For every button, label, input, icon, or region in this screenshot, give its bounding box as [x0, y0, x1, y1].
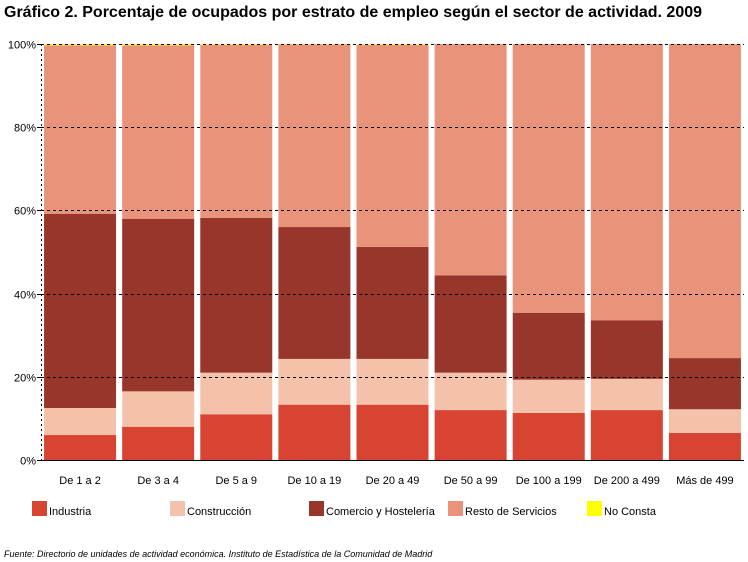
x-tick-label: De 5 a 9 — [215, 475, 257, 487]
x-tick-label: De 3 a 4 — [137, 475, 179, 487]
bar-segment — [434, 44, 507, 276]
bar-segment — [44, 45, 117, 214]
bar-segment — [434, 372, 507, 411]
legend-swatch — [309, 501, 324, 516]
bar-segment — [44, 213, 117, 408]
bar-segment — [434, 410, 507, 460]
bar-segment — [278, 358, 351, 405]
legend-label: No Consta — [604, 506, 656, 518]
chart-title: Gráfico 2. Porcentaje de ocupados por es… — [4, 4, 703, 21]
legend-swatch — [170, 501, 185, 516]
bar-segment — [200, 372, 273, 415]
y-tick-label: 40% — [14, 290, 36, 302]
y-tick-label: 60% — [14, 206, 36, 218]
source-note: Fuente: Directorio de unidades de activi… — [4, 549, 433, 559]
x-tick-label: De 50 a 99 — [444, 475, 498, 487]
x-tick-label: Más de 499 — [676, 475, 733, 487]
bar-segment — [668, 358, 741, 410]
bar-segment — [44, 408, 117, 436]
y-tick-label: 20% — [14, 373, 36, 385]
bar-segment — [200, 217, 273, 373]
bar-segment — [434, 275, 507, 373]
bar-segment — [512, 412, 585, 460]
bar-segment — [512, 312, 585, 380]
y-tick-label: 80% — [14, 123, 36, 135]
bar-segment — [200, 414, 273, 460]
bar-segment — [122, 426, 195, 460]
bar-segment — [200, 44, 273, 45]
x-tick-label: De 10 a 19 — [287, 475, 341, 487]
bar-segment — [590, 44, 663, 321]
bar-segment — [278, 44, 351, 228]
bar-segment — [356, 404, 429, 460]
bar-segment — [44, 44, 117, 46]
x-tick-label: De 100 a 199 — [516, 475, 582, 487]
bar-segment — [200, 44, 273, 218]
bar-segment — [590, 320, 663, 379]
bar-segment — [122, 45, 195, 219]
legend-swatch — [32, 501, 47, 516]
bar-segment — [512, 44, 585, 313]
bar-segment — [512, 379, 585, 413]
bar-segment — [278, 404, 351, 460]
legend-label: Comercio y Hostelería — [326, 506, 435, 518]
legend-label: Construcción — [187, 506, 252, 518]
bar-segment — [356, 44, 429, 248]
bar-segment — [122, 391, 195, 427]
y-tick-label: 0% — [20, 456, 36, 468]
legend-label: Resto de Servicios — [465, 506, 557, 518]
bar-segment — [668, 409, 741, 433]
bar-segment — [356, 247, 429, 359]
x-tick-label: De 1 a 2 — [59, 475, 101, 487]
legend-swatch — [448, 501, 463, 516]
bar-segment — [278, 227, 351, 359]
x-tick-label: De 20 a 49 — [366, 475, 420, 487]
bar-segment — [590, 378, 663, 411]
legend-swatch — [587, 501, 602, 516]
bar-segment — [356, 358, 429, 405]
bar-segment — [668, 44, 741, 359]
bar-segment — [122, 218, 195, 392]
y-tick-label: 100% — [8, 40, 36, 52]
bar-segment — [668, 432, 741, 460]
bar-segment — [44, 435, 117, 460]
legend-label: Industria — [49, 506, 92, 518]
x-tick-label: De 200 a 499 — [594, 475, 660, 487]
bar-segment — [356, 44, 429, 45]
bar-segment — [122, 44, 195, 46]
bar-segment — [590, 410, 663, 460]
